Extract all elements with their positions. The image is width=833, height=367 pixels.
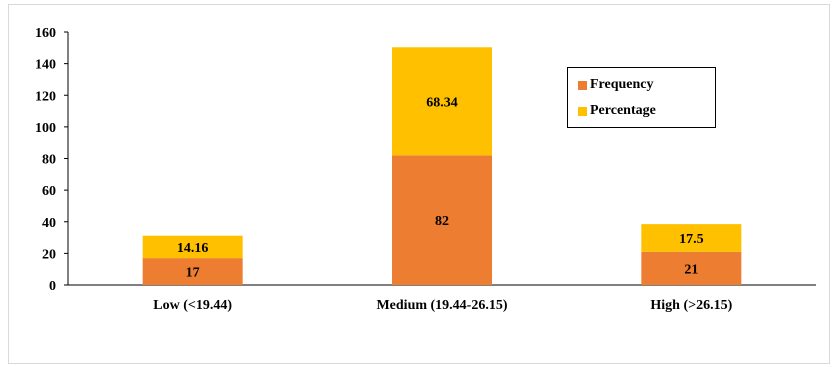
y-tick-label: 40 [42,216,56,231]
y-tick-label: 120 [35,89,56,104]
bar-percentage-1 [392,47,492,156]
y-tick-label: 20 [42,247,56,262]
y-tick-label: 0 [49,279,56,294]
data-label-frequency-0: 17 [186,266,200,281]
legend-swatch-frequency [578,80,587,90]
y-tick-label: 160 [35,26,56,41]
y-tick-label: 100 [35,121,56,136]
data-label-percentage-0: 14.16 [177,241,209,256]
data-label-percentage-2: 17.5 [679,232,704,247]
category-label-2: High (>26.15) [650,298,732,313]
y-tick-label: 60 [42,184,56,199]
legend-swatch-percentage [578,106,587,116]
bar-frequency-1 [392,155,492,285]
legend-label-percentage: Percentage [590,103,656,118]
y-axis-ticks: 0 20 40 60 80 100 120 140 160 [35,26,68,294]
bars: 17 14.16 82 68.34 21 17.5 [142,47,742,285]
bar-percentage-2 [641,224,742,252]
data-label-percentage-1: 68.34 [426,95,458,110]
y-tick-label: 140 [35,58,56,73]
legend-item-percentage: Percentage [578,101,656,121]
bar-frequency-2 [641,251,742,285]
category-label-0: Low (<19.44) [153,298,232,313]
category-label-1: Medium (19.44-26.15) [376,298,507,313]
bar-frequency-0 [142,258,243,285]
legend-label-frequency: Frequency [590,77,654,92]
data-label-frequency-1: 82 [435,214,449,229]
bar-percentage-0 [142,235,243,259]
legend-item-frequency: Frequency [578,75,654,95]
legend: Frequency Percentage [567,67,716,128]
data-label-frequency-2: 21 [684,262,698,277]
y-tick-label: 80 [42,153,56,168]
category-labels: Low (<19.44) Medium (19.44-26.15) High (>2… [153,298,732,313]
